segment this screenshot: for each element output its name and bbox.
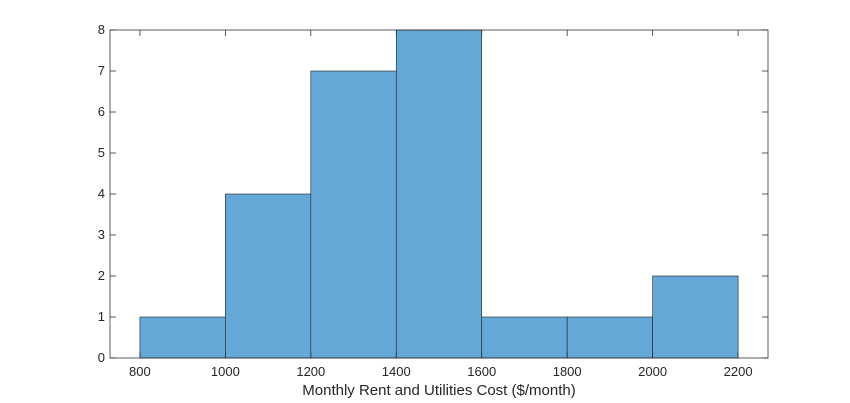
histogram-bar — [310, 70, 397, 359]
x-tick-label: 1000 — [211, 364, 240, 379]
x-tick-label: 800 — [129, 364, 151, 379]
y-tick-label: 1 — [98, 309, 105, 324]
histogram-bar — [566, 316, 653, 359]
y-tick-label: 3 — [98, 227, 105, 242]
y-tick-label: 2 — [98, 268, 105, 283]
y-tick-label: 4 — [98, 186, 105, 201]
x-axis-ticks: 800 1000 1200 1400 1600 1800 2000 2200 — [129, 30, 753, 379]
histogram-bar — [225, 193, 312, 359]
histogram-bar — [652, 275, 739, 359]
histogram-bar — [481, 316, 568, 359]
y-tick-label: 5 — [98, 145, 105, 160]
y-tick-label: 7 — [98, 63, 105, 78]
y-tick-label: 6 — [98, 104, 105, 119]
y-tick-label: 8 — [98, 22, 105, 37]
x-tick-label: 1800 — [553, 364, 582, 379]
histogram-bars — [139, 29, 739, 359]
histogram-bar — [139, 316, 226, 359]
histogram-bar — [395, 29, 483, 359]
y-axis-ticks: 0 1 2 3 4 5 6 7 8 — [98, 22, 768, 365]
x-tick-label: 1600 — [467, 364, 496, 379]
x-tick-label: 2200 — [724, 364, 753, 379]
x-tick-label: 1400 — [382, 364, 411, 379]
x-axis-label: Monthly Rent and Utilities Cost ($/month… — [302, 382, 575, 399]
x-tick-label: 1200 — [296, 364, 325, 379]
x-tick-label: 2000 — [638, 364, 667, 379]
y-tick-label: 0 — [98, 350, 105, 365]
